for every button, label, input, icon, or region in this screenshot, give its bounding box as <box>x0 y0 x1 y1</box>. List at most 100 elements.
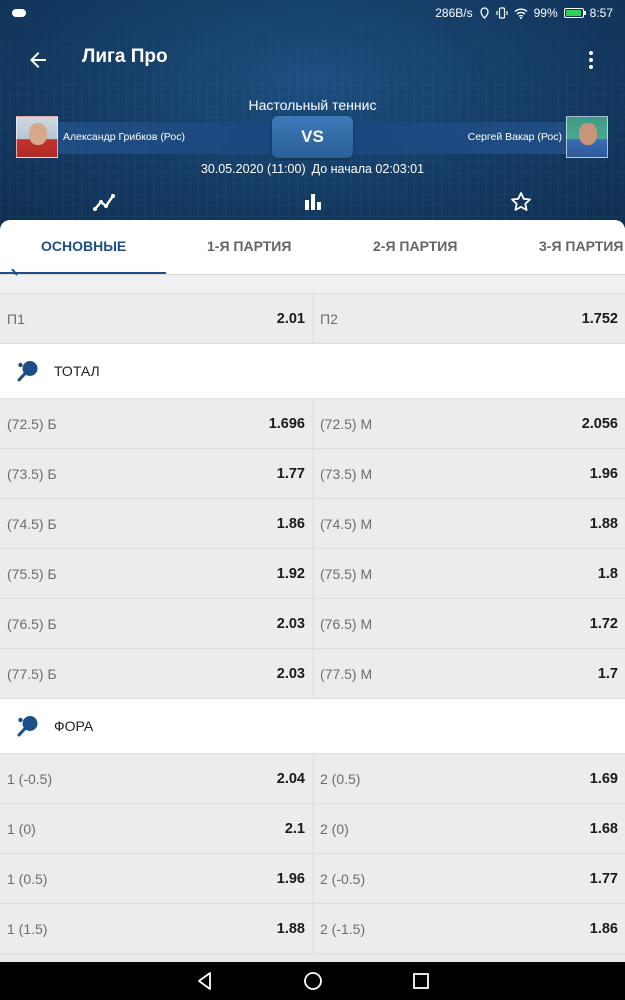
odd-cell-under[interactable]: (75.5) М 1.8 <box>313 549 625 598</box>
odd-value: 2.03 <box>276 615 305 632</box>
odd-cell-under[interactable]: (74.5) М 1.88 <box>313 499 625 548</box>
odd-cell-p2[interactable]: П2 1.752 <box>313 294 625 343</box>
vibrate-icon <box>496 6 508 19</box>
odd-cell-handicap-1[interactable]: 1 (0.5) 1.96 <box>0 854 312 903</box>
network-speed: 286B/s <box>435 5 473 20</box>
odds-row: (74.5) Б 1.86 (74.5) М 1.88 <box>0 499 625 549</box>
odd-value: 1.96 <box>589 465 618 482</box>
odd-value: 2.056 <box>581 415 618 432</box>
odds-row: 1 (0) 2.1 2 (0) 1.68 <box>0 804 625 854</box>
vs-badge: VS <box>272 116 353 158</box>
odd-cell-over[interactable]: (72.5) Б 1.696 <box>0 399 312 448</box>
odd-label: 1 (-0.5) <box>7 770 53 787</box>
star-icon[interactable] <box>509 190 533 214</box>
tab-main[interactable]: Основные <box>41 238 127 254</box>
odd-cell-handicap-2[interactable]: 2 (0) 1.68 <box>313 804 625 853</box>
toolbar: Лига Про <box>0 38 625 80</box>
more-vert-icon[interactable] <box>579 48 603 72</box>
sport-name: Настольный теннис <box>248 97 377 113</box>
odds-row: (76.5) Б 2.03 (76.5) М 1.72 <box>0 599 625 649</box>
odd-label: 2 (0.5) <box>320 770 361 787</box>
odds-row: (73.5) Б 1.77 (73.5) М 1.96 <box>0 449 625 499</box>
odd-value: 1.8 <box>597 565 618 582</box>
battery-percent: 99% <box>533 5 558 20</box>
odd-value: 1.72 <box>589 615 618 632</box>
odd-value: 2.01 <box>276 310 305 327</box>
section-total[interactable]: Тотал <box>0 344 625 399</box>
odd-value: 2.1 <box>284 820 305 837</box>
odd-value: 1.88 <box>589 515 618 532</box>
odd-label: (77.5) М <box>320 665 373 682</box>
odds-row: 1 (1.5) 1.88 2 (-1.5) 1.86 <box>0 904 625 954</box>
tab-set-2[interactable]: 2-я партия <box>373 238 458 254</box>
odd-value: 1.77 <box>589 870 618 887</box>
odds-row: (72.5) Б 1.696 (72.5) М 2.056 <box>0 399 625 449</box>
player2-name: Сергей Вакар (Рос) <box>467 131 562 143</box>
odd-label: П2 <box>320 310 338 327</box>
section-fora[interactable]: Фора <box>0 699 625 754</box>
odd-value: 1.96 <box>276 870 305 887</box>
odd-label: (75.5) Б <box>7 565 57 582</box>
section-title: Фора <box>54 718 94 734</box>
odd-cell-under[interactable]: (72.5) М 2.056 <box>313 399 625 448</box>
odd-value: 1.69 <box>589 770 618 787</box>
tab-set-1[interactable]: 1-я партия <box>207 238 292 254</box>
odd-label: (76.5) Б <box>7 615 57 632</box>
page-title: Лига Про <box>82 46 168 67</box>
odd-cell-handicap-2[interactable]: 2 (-0.5) 1.77 <box>313 854 625 903</box>
clock: 8:57 <box>589 5 613 20</box>
nav-home-icon[interactable] <box>302 970 324 992</box>
odd-cell-p1[interactable]: П1 2.01 <box>0 294 312 343</box>
line-chart-icon[interactable] <box>92 190 116 214</box>
odd-cell-over[interactable]: (76.5) Б 2.03 <box>0 599 312 648</box>
tab-set-3[interactable]: 3-я партия <box>539 238 624 254</box>
odd-cell-over[interactable]: (75.5) Б 1.92 <box>0 549 312 598</box>
odd-label: (77.5) Б <box>7 665 57 682</box>
odd-label: (74.5) Б <box>7 515 57 532</box>
odd-label: (73.5) М <box>320 465 373 482</box>
odd-label: (73.5) Б <box>7 465 57 482</box>
odd-value: 1.696 <box>268 415 305 432</box>
player1-name: Александр Грибков (Рос) <box>63 131 185 143</box>
odd-label: 1 (0) <box>7 820 36 837</box>
cloud-icon <box>12 8 26 17</box>
odd-label: 2 (-0.5) <box>320 870 366 887</box>
odd-cell-over[interactable]: (77.5) Б 2.03 <box>0 649 312 698</box>
odd-cell-under[interactable]: (73.5) М 1.96 <box>313 449 625 498</box>
odd-label: 2 (0) <box>320 820 349 837</box>
odd-value: 1.88 <box>276 920 305 937</box>
odd-value: 1.752 <box>581 310 618 327</box>
odd-value: 1.86 <box>276 515 305 532</box>
tab-bar: Основные 1-я партия 2-я партия 3-я парти… <box>0 220 625 275</box>
odd-label: (75.5) М <box>320 565 373 582</box>
odd-cell-under[interactable]: (76.5) М 1.72 <box>313 599 625 648</box>
odd-label: 1 (1.5) <box>7 920 48 937</box>
odd-label: (72.5) Б <box>7 415 57 432</box>
nav-back-icon[interactable] <box>194 970 216 992</box>
odds-row: (77.5) Б 2.03 (77.5) М 1.7 <box>0 649 625 699</box>
odd-cell-handicap-1[interactable]: 1 (0) 2.1 <box>0 804 312 853</box>
tab-active-indicator <box>0 272 166 274</box>
nav-recents-icon[interactable] <box>410 970 432 992</box>
odd-cell-under[interactable]: (77.5) М 1.7 <box>313 649 625 698</box>
odd-cell-handicap-1[interactable]: 1 (-0.5) 2.04 <box>0 754 312 803</box>
bar-chart-icon[interactable] <box>301 190 325 214</box>
section-title: Тотал <box>54 363 100 379</box>
player1-avatar <box>16 116 58 158</box>
odd-value: 2.04 <box>276 770 305 787</box>
odd-cell-handicap-2[interactable]: 2 (0.5) 1.69 <box>313 754 625 803</box>
ping-pong-paddle-icon <box>11 269 18 276</box>
odd-cell-over[interactable]: (73.5) Б 1.77 <box>0 449 312 498</box>
odd-value: 1.77 <box>276 465 305 482</box>
odd-label: П1 <box>7 310 25 327</box>
arrow-back-icon[interactable] <box>26 48 50 72</box>
odd-cell-handicap-2[interactable]: 2 (-1.5) 1.86 <box>313 904 625 953</box>
ping-pong-paddle-icon <box>17 716 38 737</box>
location-icon <box>479 6 489 19</box>
odd-cell-over[interactable]: (74.5) Б 1.86 <box>0 499 312 548</box>
odds-row: 1 (0.5) 1.96 2 (-0.5) 1.77 <box>0 854 625 904</box>
system-nav-bar <box>0 962 625 1000</box>
odd-value: 1.7 <box>597 665 618 682</box>
odd-cell-handicap-1[interactable]: 1 (1.5) 1.88 <box>0 904 312 953</box>
odds-row-win: П1 2.01 П2 1.752 <box>0 294 625 344</box>
